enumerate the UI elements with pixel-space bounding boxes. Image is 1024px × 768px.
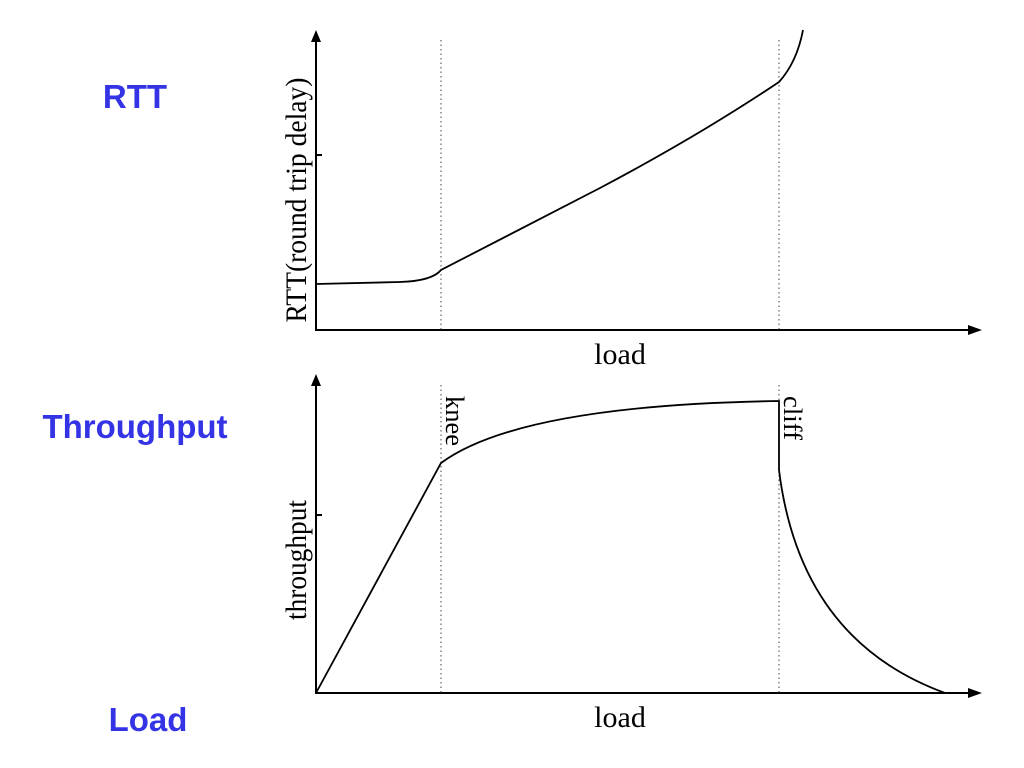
side-label: Throughput: [42, 408, 227, 445]
x-axis-label: load: [594, 701, 646, 734]
arrow: [968, 325, 982, 335]
x-axis-label: load: [594, 338, 646, 371]
top-plot: load RTT(round trip delay): [280, 29, 982, 371]
arrow: [311, 374, 321, 386]
rtt-curve: [315, 29, 804, 285]
y-axis-label: throughput: [280, 499, 313, 620]
side-label: RTT: [103, 78, 167, 115]
arrow: [311, 30, 321, 42]
annotation: knee: [440, 396, 469, 446]
side-label: Load: [109, 701, 188, 738]
arrow: [968, 688, 982, 698]
throughput-curve: [315, 400, 946, 694]
y-axis-label: RTT(round trip delay): [280, 78, 313, 323]
annotation: cliff: [778, 396, 807, 440]
bottom-plot: load throughput knee cliff: [280, 374, 982, 734]
